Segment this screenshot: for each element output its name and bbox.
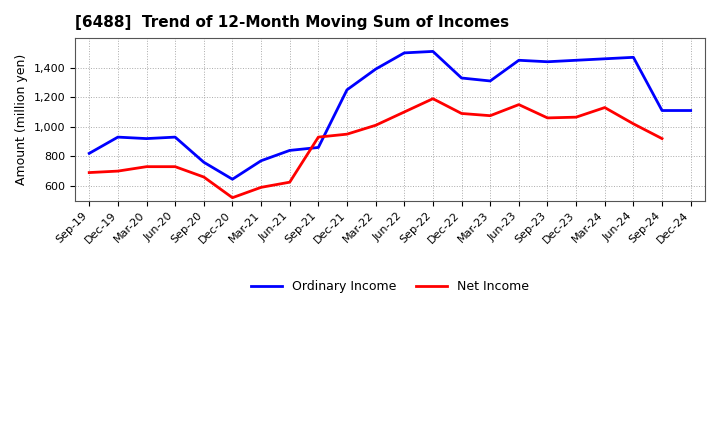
Line: Ordinary Income: Ordinary Income	[89, 51, 690, 179]
Net Income	[314, 135, 323, 140]
Ordinary Income	[314, 145, 323, 150]
Ordinary Income	[572, 58, 580, 63]
Net Income	[486, 113, 495, 118]
Ordinary Income	[400, 50, 408, 55]
Net Income	[600, 105, 609, 110]
Ordinary Income	[285, 148, 294, 153]
Ordinary Income	[428, 49, 437, 54]
Net Income	[572, 114, 580, 120]
Net Income	[257, 185, 266, 190]
Net Income	[85, 170, 94, 175]
Ordinary Income	[343, 87, 351, 92]
Net Income	[372, 123, 380, 128]
Legend: Ordinary Income, Net Income: Ordinary Income, Net Income	[246, 275, 534, 298]
Text: [6488]  Trend of 12-Month Moving Sum of Incomes: [6488] Trend of 12-Month Moving Sum of I…	[75, 15, 509, 30]
Ordinary Income	[543, 59, 552, 64]
Ordinary Income	[629, 55, 638, 60]
Net Income	[114, 169, 122, 174]
Net Income	[199, 174, 208, 180]
Ordinary Income	[199, 160, 208, 165]
Net Income	[515, 102, 523, 107]
Net Income	[657, 136, 666, 141]
Net Income	[142, 164, 150, 169]
Ordinary Income	[515, 58, 523, 63]
Ordinary Income	[600, 56, 609, 62]
Net Income	[457, 111, 466, 116]
Ordinary Income	[142, 136, 150, 141]
Ordinary Income	[114, 135, 122, 140]
Ordinary Income	[171, 135, 179, 140]
Ordinary Income	[486, 78, 495, 84]
Net Income	[285, 180, 294, 185]
Net Income	[629, 121, 638, 126]
Ordinary Income	[457, 75, 466, 81]
Y-axis label: Amount (million yen): Amount (million yen)	[15, 54, 28, 185]
Line: Net Income: Net Income	[89, 99, 662, 198]
Ordinary Income	[257, 158, 266, 163]
Net Income	[228, 195, 237, 200]
Ordinary Income	[686, 108, 695, 113]
Net Income	[428, 96, 437, 101]
Ordinary Income	[657, 108, 666, 113]
Ordinary Income	[85, 151, 94, 156]
Net Income	[543, 115, 552, 121]
Net Income	[400, 110, 408, 115]
Ordinary Income	[228, 176, 237, 182]
Net Income	[343, 132, 351, 137]
Net Income	[171, 164, 179, 169]
Ordinary Income	[372, 66, 380, 72]
